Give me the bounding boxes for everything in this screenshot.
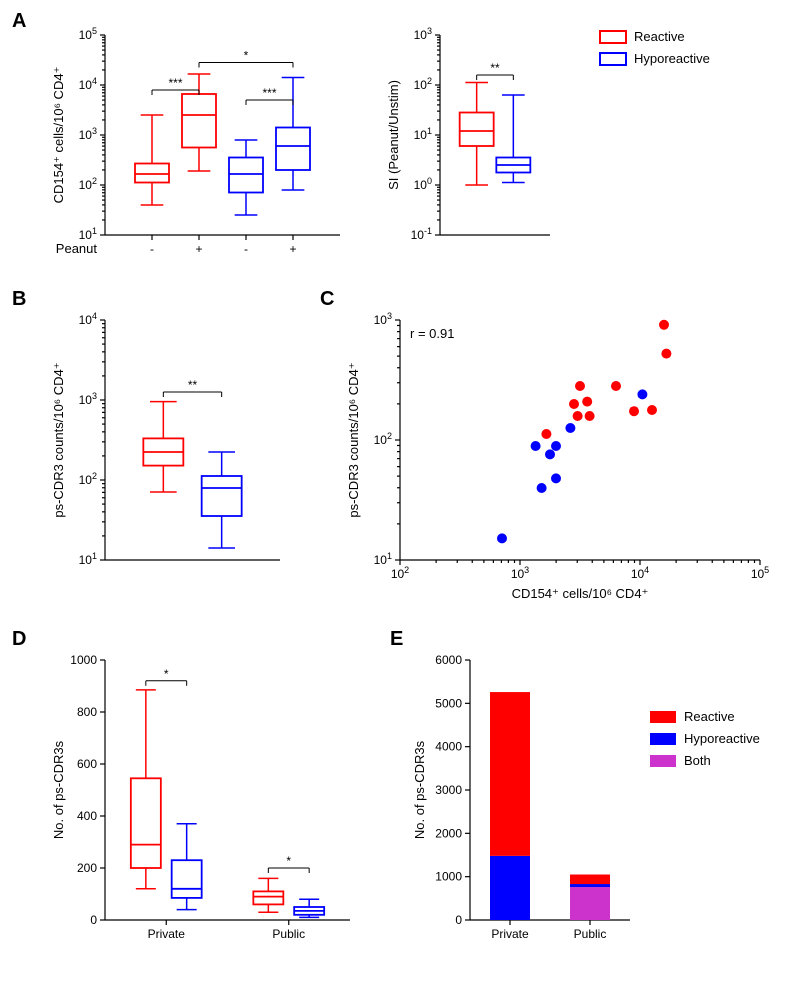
svg-text:Public: Public — [272, 927, 305, 941]
svg-text:ps-CDR3 counts/10⁶ CD4⁺: ps-CDR3 counts/10⁶ CD4⁺ — [51, 362, 66, 517]
legend-e: Reactive Hyporeactive Both — [650, 710, 800, 790]
svg-text:105: 105 — [751, 565, 769, 581]
legend-a: Reactive Hyporeactive — [600, 30, 780, 90]
svg-text:105: 105 — [79, 26, 97, 42]
svg-text:No. of ps-CDR3s: No. of ps-CDR3s — [51, 740, 66, 839]
svg-text:101: 101 — [414, 126, 432, 142]
svg-text:1000: 1000 — [70, 653, 97, 667]
svg-text:103: 103 — [414, 26, 432, 42]
svg-text:Both: Both — [684, 753, 711, 768]
svg-text:CD154⁺ cells/10⁶ CD4⁺: CD154⁺ cells/10⁶ CD4⁺ — [51, 67, 66, 204]
chart-b: 101 102 103 104 ps-CDR3 counts/10⁶ CD4⁺ ** — [40, 310, 290, 590]
chart-c: 101102103102103104105ps-CDR3 counts/10⁶ … — [340, 310, 770, 610]
svg-text:Private: Private — [148, 927, 186, 941]
svg-text:Reactive: Reactive — [684, 709, 735, 724]
svg-text:-: - — [150, 242, 154, 256]
svg-text:-: - — [244, 242, 248, 256]
svg-text:102: 102 — [79, 176, 97, 192]
svg-text:Private: Private — [491, 927, 529, 941]
svg-text:102: 102 — [374, 431, 392, 447]
svg-text:1000: 1000 — [435, 870, 462, 884]
svg-text:No. of ps-CDR3s: No. of ps-CDR3s — [412, 740, 427, 839]
svg-text:6000: 6000 — [435, 653, 462, 667]
svg-text:104: 104 — [79, 311, 97, 327]
chart-d: 0 200 400 600 800 1000 No. of ps-CDR3s Private P… — [40, 650, 360, 960]
svg-text:102: 102 — [414, 76, 432, 92]
svg-text:104: 104 — [631, 565, 649, 581]
svg-text:**: ** — [188, 378, 198, 392]
panel-label-d: D — [12, 628, 26, 651]
svg-text:Reactive: Reactive — [634, 29, 685, 44]
svg-text:SI (Peanut/Unstim): SI (Peanut/Unstim) — [386, 80, 401, 190]
svg-text:102: 102 — [391, 565, 409, 581]
figure-root: A B C D E 101102103104105CD154⁺ cells/10… — [10, 10, 790, 982]
svg-text:103: 103 — [511, 565, 529, 581]
svg-text:Hyporeactive: Hyporeactive — [684, 731, 760, 746]
panel-label-b: B — [12, 288, 26, 311]
svg-text:4000: 4000 — [435, 740, 462, 754]
svg-text:3000: 3000 — [435, 783, 462, 797]
svg-text:*: * — [244, 49, 249, 63]
svg-text:CD154⁺ cells/10⁶ CD4⁺: CD154⁺ cells/10⁶ CD4⁺ — [512, 586, 649, 601]
svg-text:+: + — [289, 242, 296, 256]
svg-text:104: 104 — [79, 76, 97, 92]
svg-text:Hyporeactive: Hyporeactive — [634, 51, 710, 66]
svg-text:10-1: 10-1 — [411, 226, 432, 242]
svg-text:0: 0 — [455, 913, 462, 927]
svg-text:103: 103 — [79, 391, 97, 407]
svg-text:ps-CDR3 counts/10⁶ CD4⁺: ps-CDR3 counts/10⁶ CD4⁺ — [346, 362, 361, 517]
svg-text:101: 101 — [374, 551, 392, 567]
svg-text:**: ** — [490, 61, 500, 75]
svg-text:Peanut: Peanut — [56, 241, 98, 256]
chart-e: 0 1000 2000 3000 4000 5000 6000 No. of ps-CDR3s… — [410, 650, 640, 960]
svg-text:101: 101 — [79, 226, 97, 242]
svg-text:Public: Public — [574, 927, 607, 941]
svg-text:200: 200 — [77, 861, 97, 875]
svg-text:+: + — [195, 242, 202, 256]
svg-text:400: 400 — [77, 809, 97, 823]
svg-text:0: 0 — [90, 913, 97, 927]
panel-label-a: A — [12, 10, 26, 33]
panel-label-e: E — [390, 628, 403, 651]
chart-a1: 101 102 103 104 105 CD154⁺ cells/10⁶ CD4⁺ - + - +… — [40, 25, 350, 275]
svg-text:*: * — [286, 854, 291, 868]
svg-text:***: *** — [168, 76, 182, 90]
svg-text:***: *** — [262, 86, 276, 100]
svg-text:102: 102 — [79, 471, 97, 487]
chart-a2: 10-1 100 101 102 103 SI (Peanut/Unstim) ** — [380, 25, 560, 275]
svg-text:103: 103 — [374, 311, 392, 327]
svg-text:101: 101 — [79, 551, 97, 567]
svg-text:103: 103 — [79, 126, 97, 142]
panel-label-c: C — [320, 288, 334, 311]
svg-text:100: 100 — [414, 176, 432, 192]
svg-text:2000: 2000 — [435, 826, 462, 840]
svg-text:*: * — [164, 667, 169, 681]
svg-text:600: 600 — [77, 757, 97, 771]
svg-text:5000: 5000 — [435, 696, 462, 710]
svg-text:r = 0.91: r = 0.91 — [410, 326, 454, 341]
svg-text:800: 800 — [77, 705, 97, 719]
